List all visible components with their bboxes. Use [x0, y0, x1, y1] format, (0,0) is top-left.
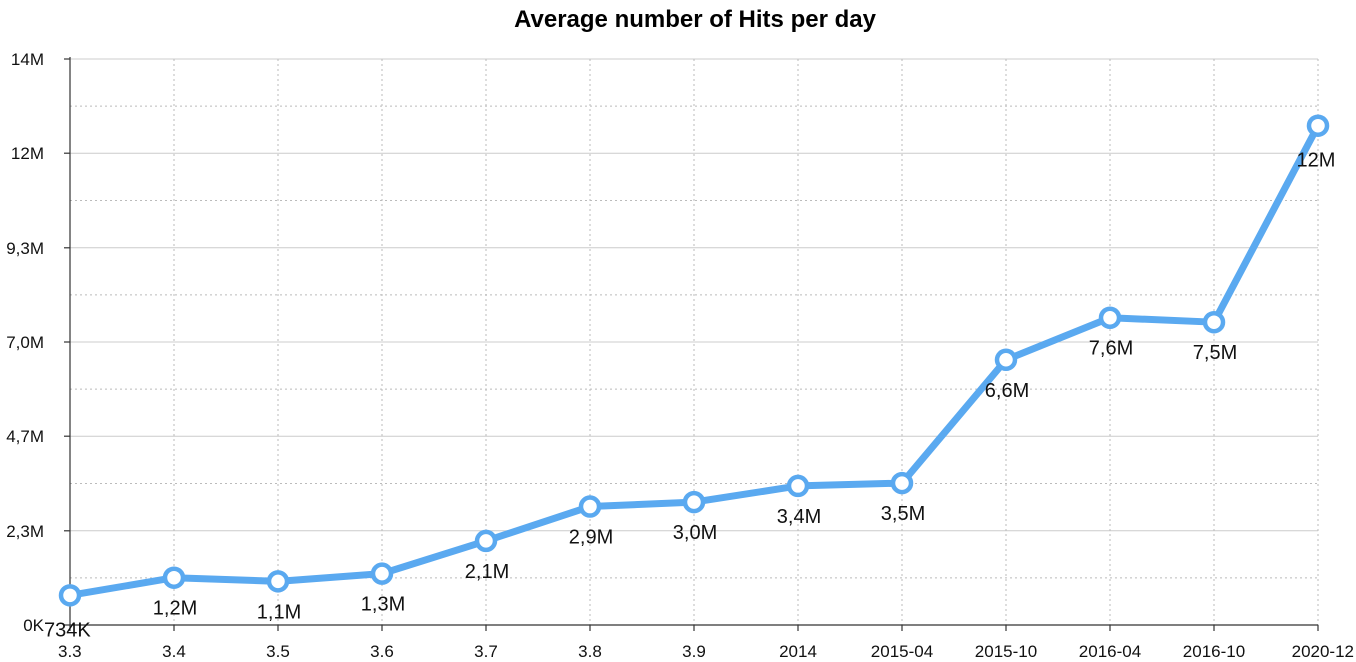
data-label: 734K — [44, 619, 91, 641]
data-label: 1,2M — [153, 598, 197, 620]
data-point — [58, 584, 82, 607]
y-axis-ticks: 0K 2,3M 4,7M 7,0M 9,3M 12M 14M — [6, 50, 70, 635]
x-tick-label: 3.8 — [578, 642, 602, 661]
data-labels: 734K 1,2M 1,1M 1,3M 2,1M 2,9M 3,0M 3,4M 3,5M 6,6M… — [44, 150, 1335, 642]
x-tick-label: 3.3 — [58, 642, 82, 661]
y-tick-label: 7,0M — [6, 333, 44, 352]
data-label: 12M — [1297, 150, 1336, 172]
data-label: 3,4M — [777, 506, 821, 528]
y-tick-label: 9,3M — [6, 239, 44, 258]
data-point — [578, 495, 602, 518]
data-point — [266, 570, 290, 593]
y-tick-label: 2,3M — [6, 522, 44, 541]
data-label: 6,6M — [985, 380, 1029, 402]
y-tick-label: 0K — [23, 616, 44, 635]
x-tick-label: 3.5 — [266, 642, 290, 661]
x-tick-label: 3.6 — [370, 642, 394, 661]
data-point — [682, 490, 706, 514]
x-tick-label: 3.9 — [682, 642, 706, 661]
data-point — [474, 529, 498, 553]
data-point — [786, 474, 810, 498]
grid-lines — [70, 58, 1319, 625]
data-point — [1306, 114, 1330, 137]
x-tick-label: 2015-04 — [871, 642, 933, 661]
data-point — [1202, 310, 1226, 334]
x-tick-label: 2016-04 — [1079, 642, 1141, 661]
x-tick-label: 2015-10 — [975, 642, 1037, 661]
x-tick-label: 2014 — [779, 642, 817, 661]
data-label: 2,1M — [465, 561, 509, 583]
data-label: 7,6M — [1089, 338, 1133, 360]
data-point — [1098, 306, 1122, 329]
data-point — [162, 566, 186, 589]
x-tick-label: 2016-10 — [1183, 642, 1245, 661]
x-axis-ticks: 3.3 3.4 3.5 3.6 3.7 3.8 3.9 2014 2015-04 2015-10 2… — [58, 625, 1354, 661]
y-tick-label: 14M — [11, 50, 44, 69]
data-label: 2,9M — [569, 527, 613, 549]
x-tick-label: 3.4 — [162, 642, 186, 661]
data-point — [994, 348, 1018, 372]
data-label: 1,1M — [257, 601, 301, 623]
data-series — [58, 114, 1330, 607]
data-label: 1,3M — [361, 594, 405, 616]
chart-title: Average number of Hits per day — [514, 6, 876, 33]
data-point — [890, 471, 914, 495]
data-point — [370, 562, 394, 585]
data-label: 3,5M — [881, 503, 925, 525]
y-tick-label: 4,7M — [6, 427, 44, 446]
x-tick-label: 3.7 — [474, 642, 498, 661]
data-label: 3,0M — [673, 522, 717, 544]
data-label: 7,5M — [1193, 342, 1237, 364]
x-tick-label: 2020-12 — [1292, 642, 1354, 661]
y-tick-label: 12M — [11, 144, 44, 163]
